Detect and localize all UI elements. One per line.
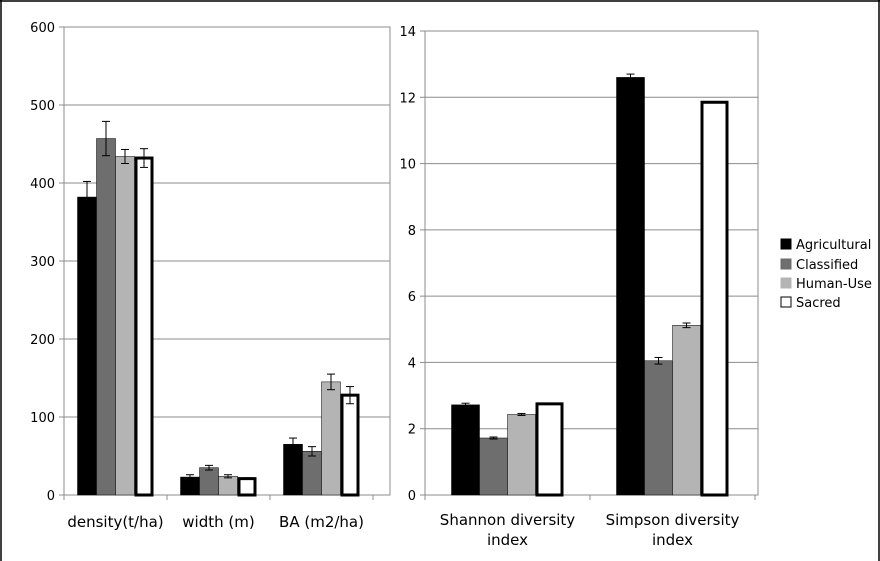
bar-sacred-width-m [237, 477, 257, 497]
bar-classified-width-m [199, 467, 219, 496]
bar-sacred-shannon-diversity-index [535, 402, 564, 497]
left-bar-chart: 0 100 200 300 400 500 600 density(t/ha) width (m… [30, 21, 391, 531]
x-category-label-simpson-diversity-index: Simpson diversity index [606, 511, 740, 549]
bar-classified-simpson-diversity-index [644, 360, 673, 496]
bar-agricultural-density-t-ha [77, 196, 97, 496]
bar-human-use-width-m [218, 476, 238, 496]
x-category-label-ba-m2-ha: BA (m2/ha) [279, 513, 364, 531]
legend-item-agricultural: Agricultural [780, 238, 871, 253]
y-tick-label: 400 [30, 177, 55, 192]
plot-area-border [424, 30, 759, 496]
bar-agricultural-simpson-diversity-index [616, 77, 645, 496]
bar-classified-shannon-diversity-index [479, 437, 508, 496]
bar-agricultural-ba-m2-ha [283, 444, 303, 496]
y-tick-label: 6 [408, 290, 416, 305]
y-tick-label: 4 [408, 356, 416, 371]
legend-label-classified: Classified [796, 258, 858, 273]
bar-human-use-ba-m2-ha [321, 381, 341, 496]
bar-classified-ba-m2-ha [302, 451, 322, 496]
y-tick-label: 100 [30, 411, 55, 426]
bar-agricultural-shannon-diversity-index [451, 404, 480, 496]
legend-swatch-human-use [780, 277, 792, 289]
bar-sacred-ba-m2-ha [340, 393, 360, 497]
legend-item-human-use: Human-Use [780, 277, 872, 292]
y-tick-label: 0 [408, 489, 416, 504]
x-category-label-density-t-ha: density(t/ha) [67, 513, 163, 531]
y-tick-label: 14 [399, 25, 416, 40]
bar-human-use-simpson-diversity-index [672, 325, 701, 496]
y-tick-label: 10 [399, 158, 416, 173]
y-tick-label: 12 [399, 91, 416, 106]
legend-item-sacred: Sacred [780, 296, 841, 311]
y-tick-label: 600 [30, 21, 55, 36]
right-bar-chart: 0 2 4 6 8 10 12 14 Shannon diversity index Simpson… [399, 25, 759, 549]
legend-swatch-agricultural [780, 238, 792, 250]
legend-swatch-classified [780, 258, 792, 270]
bar-sacred-simpson-diversity-index [700, 100, 729, 497]
legend: Agricultural Classified Human-Use Sacred [780, 238, 872, 311]
legend-label-human-use: Human-Use [796, 277, 872, 292]
legend-swatch-sacred [780, 296, 792, 308]
legend-label-agricultural: Agricultural [796, 238, 871, 253]
bar-human-use-shannon-diversity-index [507, 414, 536, 496]
x-category-label-shannon-diversity-index: Shannon diversity index [440, 511, 576, 549]
legend-item-classified: Classified [780, 258, 858, 273]
y-tick-label: 200 [30, 333, 55, 348]
x-category-label-width-m: width (m) [182, 513, 254, 531]
y-tick-label: 500 [30, 99, 55, 114]
bar-human-use-density-t-ha [115, 156, 135, 496]
y-tick-label: 0 [47, 489, 55, 504]
legend-label-sacred: Sacred [796, 296, 841, 311]
bar-sacred-density-t-ha [134, 156, 154, 497]
y-tick-label: 8 [408, 224, 416, 239]
y-tick-label: 2 [408, 423, 416, 438]
bar-classified-density-t-ha [96, 138, 116, 496]
y-tick-label: 300 [30, 255, 55, 270]
